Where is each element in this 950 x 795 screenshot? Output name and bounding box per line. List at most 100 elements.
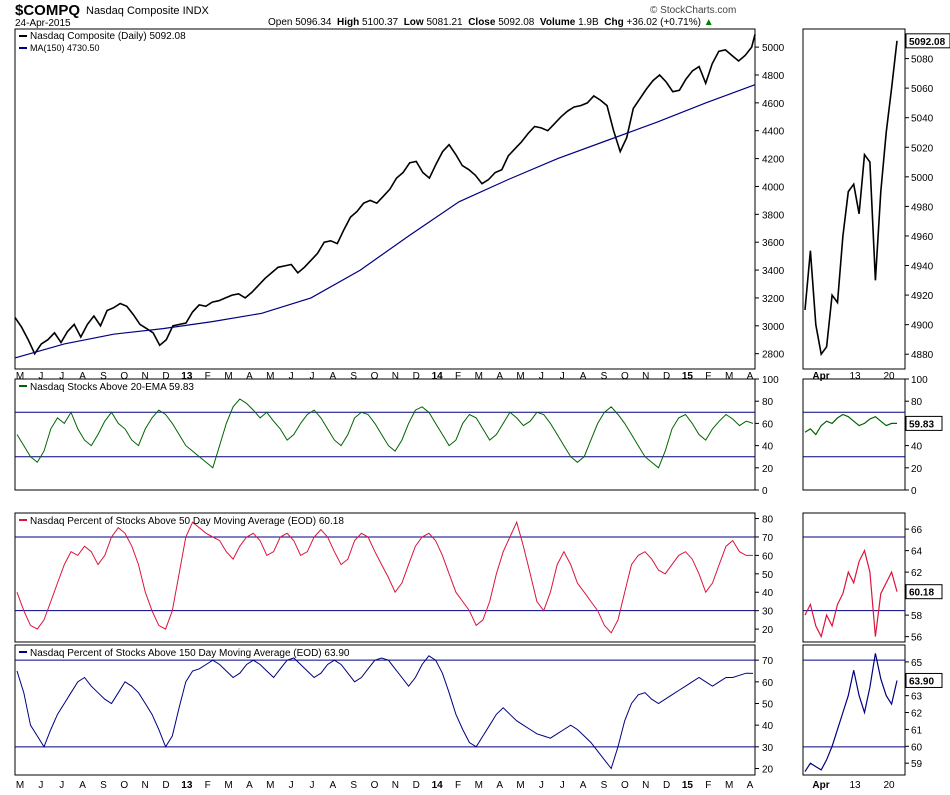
close-label: Close [468, 17, 496, 28]
ma50-last-value-label: 60.18 [909, 588, 934, 599]
low-value: 5081.21 [426, 17, 463, 28]
zoom-x-tick-label-top: 13 [849, 371, 861, 382]
x-tick-label-bottom: D [162, 780, 169, 791]
x-tick-label-bottom: S [601, 780, 608, 791]
x-tick-label-top: J [59, 371, 64, 382]
ma50-y-tick-label: 50 [762, 570, 774, 581]
x-tick-label-bottom: A [79, 780, 86, 791]
ma150-zoom-y-tick-label: 62 [911, 709, 923, 720]
zoom-price-y-tick-label: 4920 [911, 291, 934, 302]
ma150-zoom-line [804, 653, 898, 772]
ma150-zoom-y-tick-label: 63 [911, 692, 923, 703]
x-tick-label-bottom: A [330, 780, 337, 791]
x-tick-label-top: J [289, 371, 294, 382]
x-tick-label-bottom: N [642, 780, 649, 791]
ma150-last-value-label: 63.90 [909, 676, 934, 687]
ma50-zoom-y-tick-label: 58 [911, 611, 923, 622]
x-tick-label-bottom: S [100, 780, 107, 791]
x-tick-label-top: F [455, 371, 461, 382]
ma150-y-tick-label: 40 [762, 721, 774, 732]
ema20-last-value-box [905, 415, 943, 431]
ma150-zoom-y-tick-label: 60 [911, 742, 923, 753]
zoom-price-y-tick-label: 4960 [911, 232, 934, 243]
ma50-zoom-y-tick-label: 64 [911, 547, 923, 558]
x-tick-label-top: S [601, 371, 608, 382]
close-value: 5092.08 [498, 17, 535, 28]
x-tick-label-bottom: A [747, 780, 754, 791]
ema20-zoom-y-tick-label: 20 [911, 464, 923, 475]
price-y-tick-label: 4000 [762, 182, 785, 193]
ema20-y-tick-label: 40 [762, 442, 774, 453]
x-tick-label-top: F [705, 371, 711, 382]
price-y-tick-label: 3600 [762, 238, 785, 249]
x-tick-label-bottom: F [205, 780, 211, 791]
x-tick-label-bottom: M [16, 780, 24, 791]
x-tick-label-top: M [725, 371, 733, 382]
x-tick-label-bottom: 15 [682, 780, 694, 791]
volume-value: 1.9B [578, 17, 599, 28]
x-tick-label-top: M [475, 371, 483, 382]
x-tick-label-top: A [580, 371, 587, 382]
x-tick-label-top: A [79, 371, 86, 382]
brand-watermark: © StockCharts.com [650, 5, 737, 16]
x-tick-label-top: N [642, 371, 649, 382]
ema20-y-tick-label: 80 [762, 397, 774, 408]
x-tick-label-bottom: S [350, 780, 357, 791]
ma50-y-tick-label: 30 [762, 607, 774, 618]
ema20-zoom-y-tick-label: 80 [911, 397, 923, 408]
x-tick-label-bottom: D [413, 780, 420, 791]
ma150-y-tick-label: 30 [762, 743, 774, 754]
ma150-line [16, 655, 754, 770]
price-y-tick-label: 4800 [762, 71, 785, 82]
zoom-price-y-tick-label: 5080 [911, 55, 934, 66]
x-tick-label-bottom: A [246, 780, 253, 791]
zoom-panel-frame-2 [802, 512, 906, 643]
x-tick-label-top: A [330, 371, 337, 382]
x-tick-label-top: 14 [432, 371, 444, 382]
ma150-legend-label: Nasdaq Percent of Stocks Above 150 Day M… [30, 648, 350, 659]
high-value: 5100.37 [361, 17, 399, 28]
price-y-tick-label: 5000 [762, 43, 785, 54]
x-tick-label-top: M [16, 371, 24, 382]
volume-label: Volume [539, 17, 576, 28]
zoom-price-y-tick-label: 4940 [911, 262, 934, 273]
zoom-price-y-tick-label: 5060 [911, 84, 934, 95]
zoom-x-tick-label-top: 20 [883, 371, 895, 382]
zoom-panel-frame-3 [802, 644, 906, 776]
x-tick-label-top: J [560, 371, 565, 382]
zoom-panel-frame-1 [802, 378, 906, 491]
price-y-tick-label: 3400 [762, 266, 785, 277]
x-tick-label-bottom: M [475, 780, 483, 791]
zoom-price-y-tick-label: 4880 [911, 350, 934, 361]
price-line [14, 34, 756, 356]
x-tick-label-bottom: A [496, 780, 503, 791]
x-tick-label-bottom: M [725, 780, 733, 791]
ma50-y-tick-label: 40 [762, 588, 774, 599]
x-tick-label-top: J [539, 371, 544, 382]
ema20-last-value-label: 59.83 [909, 419, 934, 430]
x-tick-label-top: J [38, 371, 43, 382]
x-tick-label-bottom: O [120, 780, 128, 791]
panel-frame-3 [14, 644, 756, 776]
price-y-tick-label: 3000 [762, 322, 785, 333]
quote-bar: Open 5096.34 High 5100.37 Low 5081.21 Cl… [268, 17, 714, 28]
x-tick-label-bottom: J [539, 780, 544, 791]
ma50-legend-label: Nasdaq Percent of Stocks Above 50 Day Mo… [30, 516, 344, 527]
x-tick-label-top: O [371, 371, 379, 382]
zoom-price-line [804, 40, 898, 357]
ma150-line [14, 84, 756, 359]
last-price-label: 5092.08 [909, 37, 946, 48]
price-y-tick-label: 4600 [762, 99, 785, 110]
ma150-zoom-y-tick-label: 65 [911, 658, 923, 669]
last-price-box [905, 33, 950, 49]
panel-frame-2 [14, 512, 756, 643]
ma50-y-tick-label: 80 [762, 515, 774, 526]
x-tick-label-bottom: F [455, 780, 461, 791]
price-y-tick-label: 4200 [762, 155, 785, 166]
ema20-zoom-y-tick-label: 40 [911, 442, 923, 453]
chg-label: Chg [604, 17, 624, 28]
ma50-line [16, 520, 753, 634]
zoom-panel-frame-0 [802, 28, 906, 370]
ma150-zoom-y-tick-label: 61 [911, 725, 923, 736]
x-tick-label-top: 15 [682, 371, 694, 382]
